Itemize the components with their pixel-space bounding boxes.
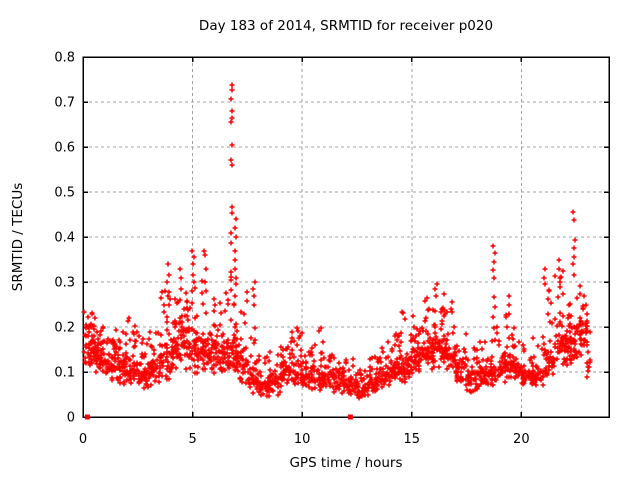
y-tick-label: 0.7 [54,96,75,111]
x-tick-label: 0 [79,432,87,447]
gridlines [83,57,609,417]
zero-point-marker [347,414,353,420]
frame-layer [82,56,610,418]
y-axis-title: SRMTID / TECUs [10,183,26,291]
y-tick-label: 0.8 [54,51,75,66]
zero-point-marker [84,414,90,420]
tick-label-layer: 0 5 10 15 20 0 0.1 0.2 0.3 0.4 0.5 0.6 0.7 0.8 [54,51,529,448]
y-tick-label: 0 [67,411,75,426]
y-tick-label: 0.6 [54,141,75,156]
grid-layer [83,57,609,417]
x-tick-label: 10 [294,432,311,447]
data-layer [81,82,593,420]
chart-title: Day 183 of 2014, SRMTID for receiver p02… [199,18,493,34]
y-tick-label: 0.2 [54,321,75,336]
x-axis-title: GPS time / hours [289,455,402,471]
y-tick-label: 0.4 [54,231,75,246]
y-tick-label: 0.3 [54,276,75,291]
x-tick-label: 5 [188,432,196,447]
axis-ticks [82,56,609,418]
y-tick-label: 0.1 [54,366,75,381]
x-tick-label: 20 [513,432,530,447]
x-tick-label: 15 [403,432,420,447]
y-tick-label: 0.5 [54,186,75,201]
scatter-points [81,82,593,401]
